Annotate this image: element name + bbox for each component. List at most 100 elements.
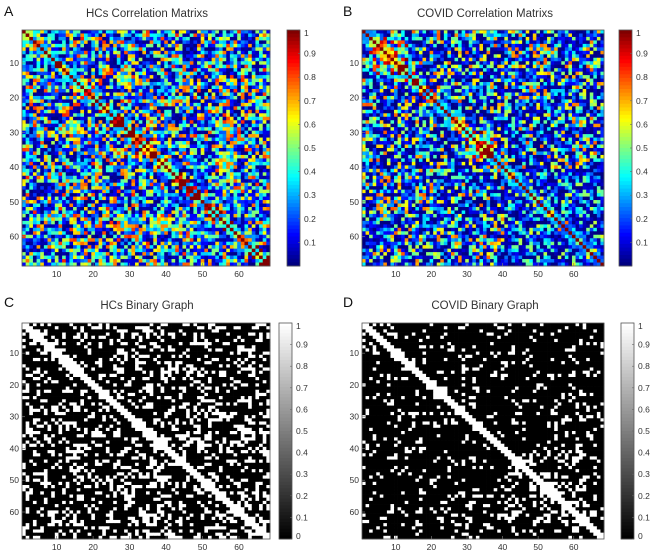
heatmap-cell (99, 245, 103, 249)
heatmap-cell (237, 96, 241, 100)
heatmap-cell (223, 190, 227, 194)
y-tick-label: 40 (10, 162, 20, 172)
heatmap-cell (168, 47, 172, 51)
heatmap-cell (150, 151, 154, 155)
heatmap-cell (190, 231, 194, 235)
heatmap-cell (131, 33, 135, 37)
heatmap-cell (241, 141, 245, 145)
heatmap-cell (465, 33, 469, 37)
heatmap-cell (212, 169, 216, 173)
heatmap-cell (241, 44, 245, 48)
heatmap-cell (186, 151, 190, 155)
heatmap-cell (241, 200, 245, 204)
heatmap-cell (515, 40, 519, 44)
heatmap-cell (208, 106, 212, 110)
heatmap-cell (58, 224, 62, 228)
heatmap-cell (40, 197, 44, 201)
heatmap-cell (259, 96, 263, 100)
heatmap-cell (150, 210, 154, 214)
heatmap-cell (150, 58, 154, 62)
heatmap-cell (29, 242, 33, 246)
heatmap-cell (234, 92, 238, 96)
heatmap-cell (106, 145, 110, 149)
heatmap-cell (394, 30, 398, 34)
heatmap-cell (124, 145, 128, 149)
heatmap-cell (48, 186, 52, 190)
heatmap-cell (248, 242, 252, 246)
heatmap-cell (226, 82, 230, 86)
heatmap-cell (22, 54, 26, 58)
heatmap-cell (58, 103, 62, 107)
heatmap-cell (120, 172, 124, 176)
heatmap-cell (168, 186, 172, 190)
heatmap-cell (197, 99, 201, 103)
heatmap-cell (252, 79, 256, 83)
heatmap-cell (26, 138, 30, 142)
heatmap-cell (259, 217, 263, 221)
heatmap-cell (84, 179, 88, 183)
heatmap-cell (244, 54, 248, 58)
heatmap-cell (504, 40, 508, 44)
heatmap-cell (128, 37, 132, 41)
heatmap-cell (106, 127, 110, 131)
heatmap-cell (237, 242, 241, 246)
heatmap-cell (252, 110, 256, 114)
heatmap-cell (259, 231, 263, 235)
heatmap-cell (186, 235, 190, 239)
heatmap-cell (33, 61, 37, 65)
heatmap-cell (48, 82, 52, 86)
heatmap-cell (128, 183, 132, 187)
heatmap-cell (26, 117, 30, 121)
heatmap-cell (248, 207, 252, 211)
heatmap-cell (219, 165, 223, 169)
heatmap-cell (215, 106, 219, 110)
heatmap-cell (33, 245, 37, 249)
heatmap-cell (44, 176, 48, 180)
heatmap-cell (77, 179, 81, 183)
heatmap-cell (113, 231, 117, 235)
heatmap-cell (124, 51, 128, 55)
heatmap-cell (255, 58, 259, 62)
heatmap-cell (51, 127, 55, 131)
heatmap-cell (33, 176, 37, 180)
heatmap-cell (62, 127, 66, 131)
heatmap-cell (80, 106, 84, 110)
heatmap-cell (255, 179, 259, 183)
heatmap-cell (241, 228, 245, 232)
heatmap-cell (26, 242, 30, 246)
heatmap-cell (110, 169, 114, 173)
heatmap-cell (146, 162, 150, 166)
heatmap-cell (263, 256, 267, 260)
heatmap-cell (252, 58, 256, 62)
heatmap-cell (197, 165, 201, 169)
heatmap-cell (219, 148, 223, 152)
heatmap-cell (33, 217, 37, 221)
heatmap-cell (51, 61, 55, 65)
heatmap-cell (37, 58, 41, 62)
heatmap-cell (48, 117, 52, 121)
heatmap-cell (164, 145, 168, 149)
heatmap-cell (497, 37, 501, 41)
heatmap-cell (234, 33, 238, 37)
heatmap-cell (208, 197, 212, 201)
heatmap-cell (219, 256, 223, 260)
heatmap-cell (26, 92, 30, 96)
heatmap-cell (237, 65, 241, 69)
heatmap-cell (95, 96, 99, 100)
heatmap-cell (73, 79, 77, 83)
heatmap-cell (55, 47, 59, 51)
heatmap-cell (182, 44, 186, 48)
heatmap-cell (102, 54, 106, 58)
heatmap-cell (182, 40, 186, 44)
heatmap-cell (241, 79, 245, 83)
heatmap-cell (237, 207, 241, 211)
heatmap-cell (51, 252, 55, 256)
heatmap-cell (244, 210, 248, 214)
heatmap-cell (204, 151, 208, 155)
heatmap-cell (106, 96, 110, 100)
heatmap-cell (120, 197, 124, 201)
heatmap-cell (44, 169, 48, 173)
heatmap-cell (139, 165, 143, 169)
heatmap-cell (252, 176, 256, 180)
heatmap-cell (37, 141, 41, 145)
